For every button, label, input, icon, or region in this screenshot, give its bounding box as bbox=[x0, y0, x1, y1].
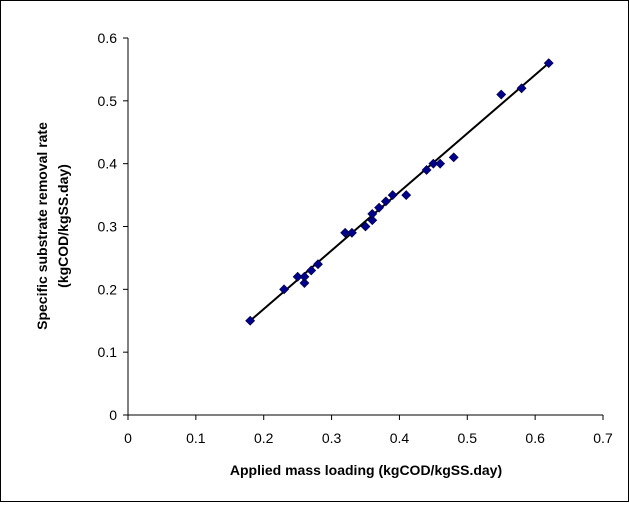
x-axis-title: Applied mass loading (kgCOD/kgSS.day) bbox=[230, 462, 502, 478]
data-point bbox=[306, 265, 317, 276]
y-tick-label: 0.5 bbox=[98, 93, 118, 109]
data-point bbox=[313, 259, 323, 270]
x-tick-label: 0.6 bbox=[525, 430, 545, 446]
data-point bbox=[299, 278, 310, 288]
x-tick-label: 0.2 bbox=[254, 430, 274, 446]
data-point bbox=[448, 152, 459, 163]
data-points bbox=[245, 58, 554, 326]
data-point bbox=[516, 83, 527, 94]
y-tick-label: 0.2 bbox=[98, 281, 118, 297]
data-point bbox=[387, 190, 398, 201]
data-point bbox=[401, 190, 412, 201]
data-point bbox=[347, 227, 357, 238]
data-point bbox=[367, 215, 378, 226]
x-axis-ticks: 0 0.1 0.2 0.3 0.4 0.5 0.6 0.7 bbox=[124, 415, 613, 446]
x-tick-label: 0.3 bbox=[322, 430, 342, 446]
x-tick-label: 0.1 bbox=[186, 430, 206, 446]
data-point bbox=[496, 89, 507, 100]
data-point bbox=[292, 271, 303, 282]
data-point bbox=[374, 202, 384, 213]
y-tick-label: 0 bbox=[109, 407, 117, 423]
data-point bbox=[435, 158, 446, 169]
x-tick-label: 0.4 bbox=[390, 430, 410, 446]
y-tick-label: 0.3 bbox=[98, 219, 118, 235]
x-tick-label: 0.5 bbox=[458, 430, 478, 446]
data-point bbox=[421, 165, 432, 175]
data-point bbox=[367, 209, 378, 219]
y-axis-title-line1: Specific substrate removal rate bbox=[34, 122, 50, 330]
x-tick-label: 0 bbox=[124, 430, 132, 446]
y-tick-label: 0.1 bbox=[98, 344, 118, 360]
y-axis-title-line2: (kgCOD/kgSS.day) bbox=[55, 164, 71, 288]
data-point bbox=[340, 227, 351, 238]
y-axis-ticks: 0 0.1 0.2 0.3 0.4 0.5 0.6 bbox=[98, 30, 128, 423]
data-point bbox=[360, 221, 371, 232]
y-tick-label: 0.4 bbox=[98, 156, 118, 172]
data-point bbox=[299, 271, 310, 282]
data-point bbox=[245, 315, 256, 326]
data-point bbox=[428, 158, 439, 169]
y-tick-label: 0.6 bbox=[98, 30, 118, 46]
data-point bbox=[279, 284, 289, 295]
data-point bbox=[380, 196, 391, 207]
x-tick-label: 0.7 bbox=[593, 430, 613, 446]
data-point bbox=[543, 58, 554, 69]
